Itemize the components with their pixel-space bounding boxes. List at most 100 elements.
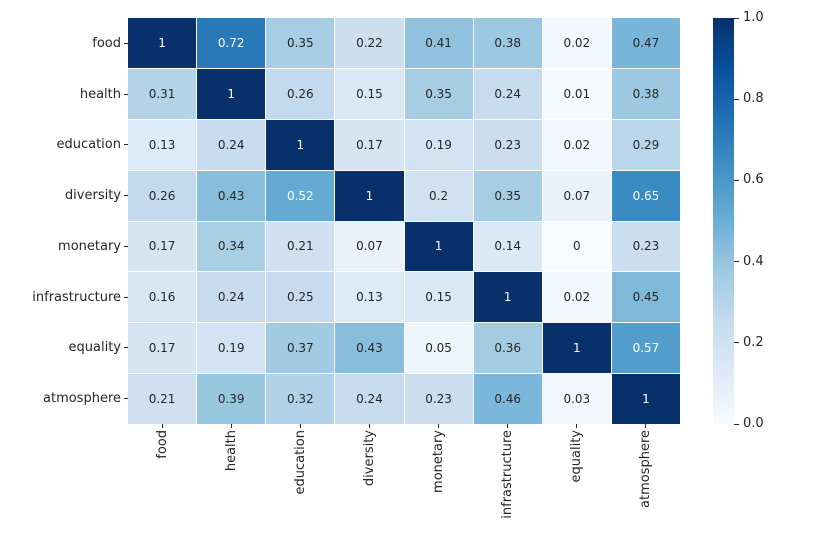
x-tick-health: health (197, 424, 266, 554)
heatmap-cell: 0.43 (197, 170, 266, 221)
heatmap-cell: 0.15 (404, 272, 473, 323)
heatmap-cell: 1 (611, 374, 680, 424)
heatmap-cell: 0.45 (611, 272, 680, 323)
heatmap-cell: 0.38 (473, 18, 542, 68)
heatmap-cell: 0.02 (542, 18, 611, 68)
heatmap-cell: 0.2 (404, 170, 473, 221)
y-tick-food: food (0, 18, 128, 69)
colorbar-tick-mark (734, 342, 739, 344)
y-tick-mark (124, 245, 128, 247)
heatmap-cell: 0.24 (335, 374, 404, 424)
y-tick-label: education (56, 137, 121, 153)
y-tick-label: monetary (58, 238, 121, 254)
heatmap-cell: 0.35 (404, 68, 473, 119)
x-tick-mark (507, 424, 508, 428)
x-tick-mark (162, 424, 163, 428)
heatmap-cell: 0.72 (197, 18, 266, 68)
x-tick-mark (300, 424, 301, 428)
heatmap-cell: 1 (335, 170, 404, 221)
y-tick-mark (124, 93, 128, 95)
y-tick-education: education (0, 120, 128, 171)
heatmap-cell: 0.35 (266, 18, 335, 68)
heatmap-cell: 0.25 (266, 272, 335, 323)
heatmap-cell: 0.24 (473, 68, 542, 119)
heatmap-cell: 0.34 (197, 221, 266, 272)
y-tick-mark (124, 347, 128, 349)
y-tick-label: food (92, 35, 121, 51)
heatmap-cell: 0.52 (266, 170, 335, 221)
x-tick-atmosphere: atmosphere (611, 424, 680, 554)
heatmap-cell: 1 (473, 272, 542, 323)
y-tick-atmosphere: atmosphere (0, 373, 128, 424)
heatmap-cell: 0.03 (542, 374, 611, 424)
y-tick-label: diversity (64, 188, 121, 204)
heatmap-cell: 1 (197, 68, 266, 119)
y-tick-monetary: monetary (0, 221, 128, 272)
heatmap-cell: 0.65 (611, 170, 680, 221)
heatmap-cell: 0.07 (335, 221, 404, 272)
x-tick-label: infrastructure (500, 430, 515, 519)
heatmap-cell: 0.31 (128, 68, 197, 119)
heatmap-cell: 1 (404, 221, 473, 272)
heatmap-cell: 0.01 (542, 68, 611, 119)
x-tick-mark (231, 424, 232, 428)
heatmap-cell: 0.17 (335, 119, 404, 170)
heatmap-cell: 0.16 (128, 272, 197, 323)
heatmap-cell: 0.02 (542, 272, 611, 323)
heatmap-cell: 0.05 (404, 323, 473, 374)
heatmap-cell: 0.23 (404, 374, 473, 424)
y-axis-labels: food health education diversity monetary infr… (0, 18, 128, 424)
heatmap-cell: 0.15 (335, 68, 404, 119)
x-tick-label: diversity (362, 430, 377, 487)
y-tick-mark (124, 144, 128, 146)
y-tick-mark (124, 398, 128, 400)
y-tick-infrastructure: infrastructure (0, 272, 128, 323)
heatmap-cell: 0.21 (266, 221, 335, 272)
heatmap-grid: 1 0.72 0.35 0.22 0.41 0.38 0.02 0.47 0.31 1 0.26 0.… (128, 18, 680, 424)
x-tick-diversity: diversity (335, 424, 404, 554)
x-tick-mark (438, 424, 439, 428)
colorbar-tick-mark (734, 98, 739, 100)
x-tick-education: education (266, 424, 335, 554)
heatmap-cell: 0.36 (473, 323, 542, 374)
heatmap-cell: 0.19 (197, 323, 266, 374)
colorbar-tick-mark (734, 261, 739, 263)
heatmap-cell: 0.07 (542, 170, 611, 221)
x-tick-mark (369, 424, 370, 428)
heatmap-cell: 0.35 (473, 170, 542, 221)
heatmap-cell: 0.29 (611, 119, 680, 170)
y-tick-health: health (0, 69, 128, 120)
heatmap-cell: 0.24 (197, 119, 266, 170)
heatmap-cell: 0.02 (542, 119, 611, 170)
colorbar-tick-mark (734, 423, 739, 425)
heatmap-cell: 0.22 (335, 18, 404, 68)
heatmap-cell: 0.26 (266, 68, 335, 119)
colorbar (713, 18, 734, 424)
heatmap-cell: 0.14 (473, 221, 542, 272)
x-axis-labels: food health education diversity monetary infr… (128, 424, 680, 554)
heatmap-cell: 0.23 (473, 119, 542, 170)
heatmap-cell: 0.37 (266, 323, 335, 374)
heatmap-cell: 0.38 (611, 68, 680, 119)
x-tick-infrastructure: infrastructure (473, 424, 542, 554)
y-tick-label: atmosphere (43, 391, 121, 407)
y-tick-equality: equality (0, 323, 128, 374)
y-tick-label: infrastructure (32, 289, 121, 305)
heatmap-cell: 0.57 (611, 323, 680, 374)
y-tick-diversity: diversity (0, 170, 128, 221)
heatmap-cell: 1 (128, 18, 197, 68)
heatmap-cell: 0.17 (128, 323, 197, 374)
y-tick-label: equality (68, 340, 121, 356)
heatmap-cell: 0.46 (473, 374, 542, 424)
heatmap-cell: 1 (266, 119, 335, 170)
heatmap-cell: 0.21 (128, 374, 197, 424)
heatmap-cell: 0.23 (611, 221, 680, 272)
x-tick-equality: equality (542, 424, 611, 554)
colorbar-tick-mark (734, 179, 739, 181)
y-tick-mark (124, 195, 128, 197)
heatmap-cell: 0.41 (404, 18, 473, 68)
colorbar-gradient (713, 18, 734, 424)
y-tick-mark (124, 296, 128, 298)
colorbar-tick-mark (734, 17, 739, 19)
